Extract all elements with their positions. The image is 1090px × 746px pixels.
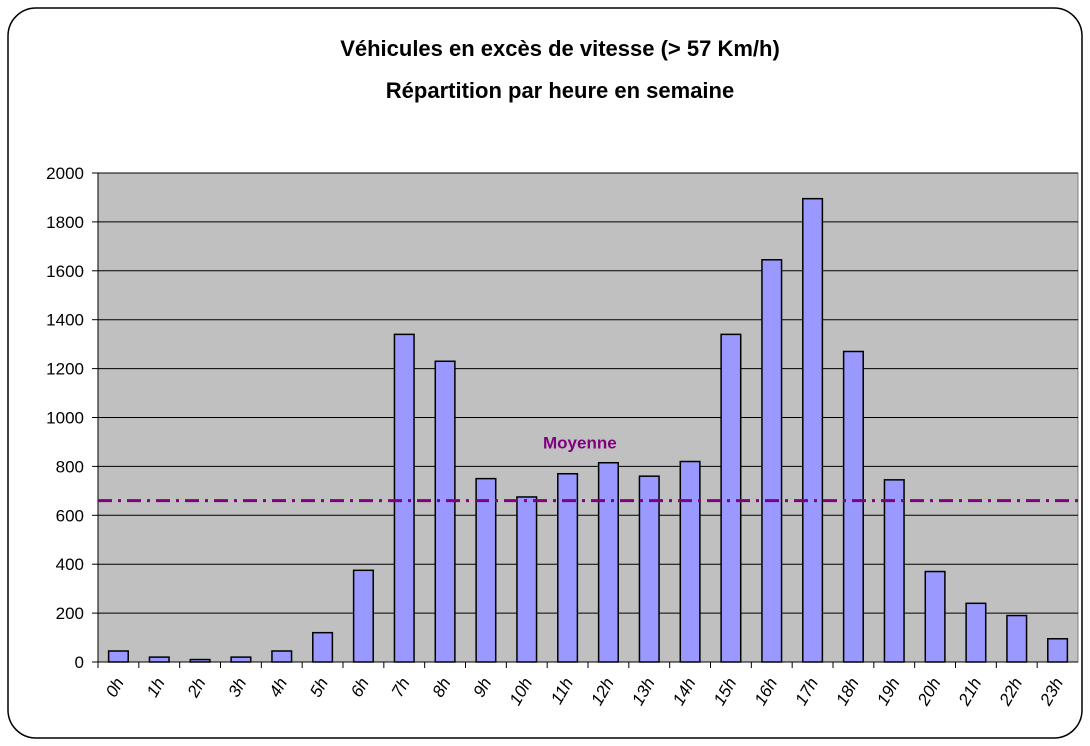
bar — [802, 197, 824, 663]
bar — [597, 461, 619, 663]
y-tick-label: 1800 — [46, 213, 84, 232]
bar — [761, 259, 783, 663]
bar — [1047, 638, 1069, 663]
y-tick-label: 1000 — [46, 409, 84, 428]
bar — [475, 477, 497, 663]
y-tick-label: 1600 — [46, 262, 84, 281]
y-tick-label: 0 — [75, 653, 84, 672]
bar — [148, 656, 170, 663]
bar — [1006, 614, 1028, 663]
bar — [679, 460, 701, 663]
bar — [271, 650, 293, 663]
y-tick-label: 1400 — [46, 311, 84, 330]
bar — [924, 570, 946, 663]
chart-title: Véhicules en excès de vitesse (> 57 Km/h… — [340, 36, 780, 61]
y-tick-label: 800 — [56, 457, 84, 476]
y-tick-label: 2000 — [46, 164, 84, 183]
y-tick-label: 1200 — [46, 360, 84, 379]
bar — [842, 350, 864, 663]
average-label: Moyenne — [543, 434, 617, 453]
y-tick-label: 400 — [56, 555, 84, 574]
bar — [352, 569, 374, 663]
bar — [312, 631, 334, 663]
chart-subtitle: Répartition par heure en semaine — [386, 78, 734, 103]
y-tick-label: 600 — [56, 506, 84, 525]
bar — [393, 333, 415, 663]
bar — [230, 656, 252, 663]
bar — [434, 360, 456, 663]
y-tick-label: 200 — [56, 604, 84, 623]
bar — [720, 333, 742, 663]
bar — [883, 479, 905, 663]
bar — [516, 496, 538, 663]
bar — [107, 650, 129, 663]
bar — [638, 475, 660, 663]
bar — [965, 602, 987, 663]
